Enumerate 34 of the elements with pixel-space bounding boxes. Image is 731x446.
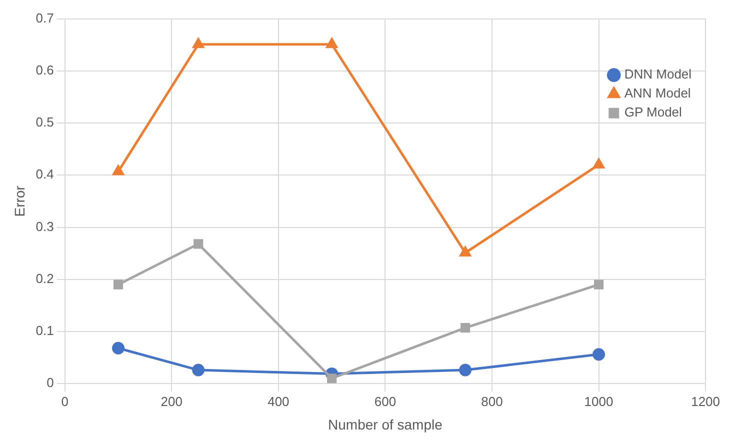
point <box>194 239 204 249</box>
legend-label: GP Model <box>624 104 682 120</box>
x-tick-label: 1000 <box>584 394 614 409</box>
x-tick-label: 400 <box>268 394 290 409</box>
point <box>192 364 205 376</box>
point <box>459 364 472 376</box>
y-tick-label: 0.3 <box>36 218 54 234</box>
point <box>592 348 606 361</box>
y-axis-title: Error <box>11 185 28 217</box>
point <box>460 246 471 257</box>
x-tick-label: 0 <box>61 394 68 409</box>
point <box>112 165 124 176</box>
x-axis-title: Number of sample <box>328 416 443 432</box>
y-tick-label: 0.2 <box>36 270 54 286</box>
y-tick-label: 0.6 <box>36 62 54 78</box>
x-tick-label: 800 <box>481 394 503 409</box>
point <box>460 323 470 333</box>
x-tick-label: 200 <box>160 394 182 409</box>
point <box>594 280 604 290</box>
point <box>113 280 124 290</box>
legend-label: ANN Model <box>624 86 691 101</box>
legend-label: DNN Model <box>624 66 692 82</box>
y-tick-label: 0.5 <box>36 114 54 130</box>
point <box>326 38 338 48</box>
point <box>112 342 125 354</box>
point <box>593 158 604 168</box>
point <box>327 374 337 384</box>
x-tick-label: 1200 <box>691 394 720 409</box>
y-tick-label: 0.1 <box>36 323 54 338</box>
x-tick-label: 600 <box>374 394 396 409</box>
point <box>192 38 204 48</box>
y-tick-label: 0.4 <box>36 166 54 182</box>
y-tick-label: 0 <box>46 375 54 390</box>
y-tick-label: 0.7 <box>36 10 54 26</box>
